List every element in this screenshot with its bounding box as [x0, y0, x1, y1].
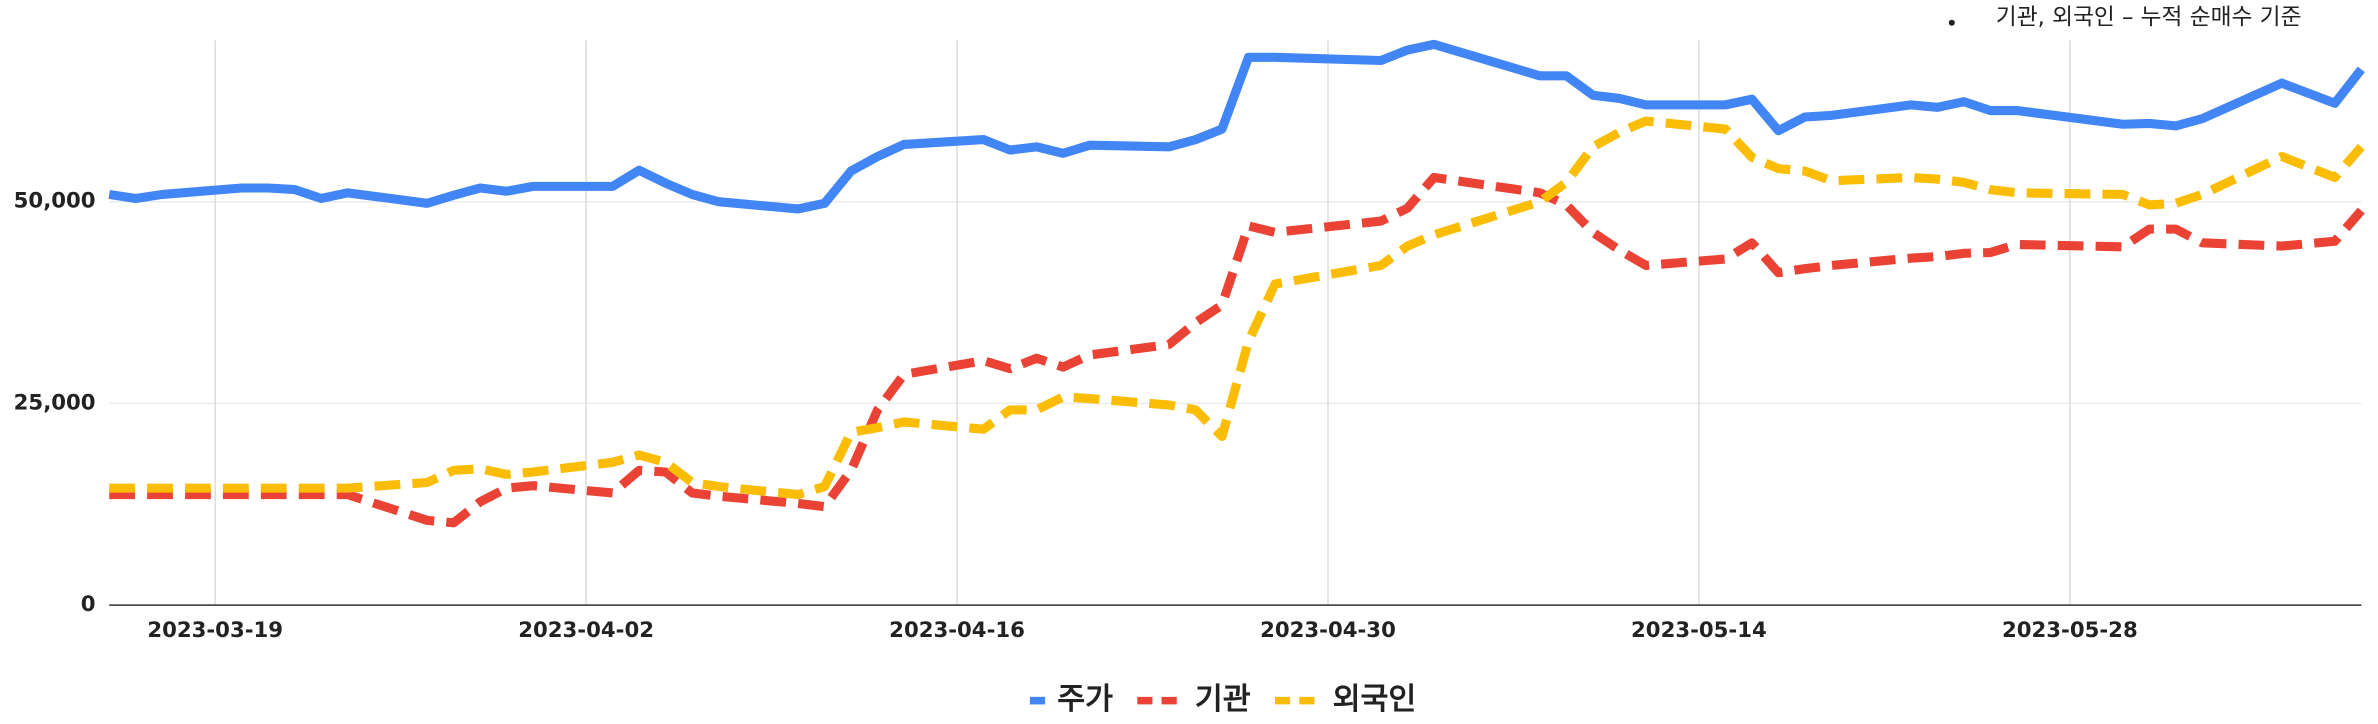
y-tick-label: 25,000 — [14, 390, 96, 415]
x-tick-label: 2023-05-28 — [2002, 618, 2138, 643]
legend-label: 기관 — [1195, 682, 1251, 717]
series-line — [109, 172, 2365, 528]
legend: 주가 기관 외국인 — [1029, 682, 1417, 717]
x-tick-label: 2023-04-16 — [889, 618, 1025, 643]
legend-label: 외국인 — [1333, 682, 1417, 717]
legend-label: 주가 — [1057, 682, 1113, 717]
y-tick-label: 50,000 — [14, 189, 96, 214]
y-tick-label: 0 — [81, 592, 96, 617]
x-tick-label: 2023-05-14 — [1631, 618, 1767, 643]
annotation: 기관, 외국인 – 누적 순매수 기준 — [1996, 5, 2302, 31]
x-tick-label: 2023-04-02 — [518, 618, 654, 643]
x-tick-label: 2023-04-30 — [1260, 618, 1396, 643]
bullet — [1948, 19, 1955, 26]
series-line — [109, 116, 2365, 500]
series-line — [108, 39, 2365, 214]
x-tick-label: 2023-03-19 — [147, 618, 283, 643]
